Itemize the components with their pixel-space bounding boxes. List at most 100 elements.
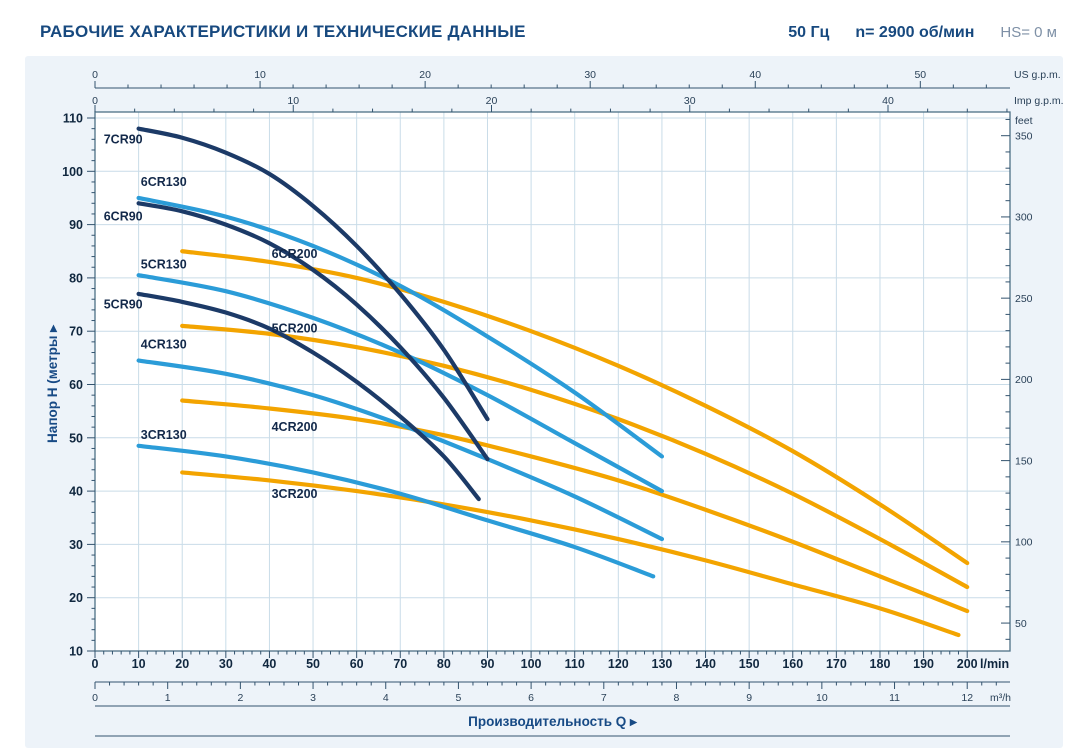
curve-3CR200	[180, 470, 961, 638]
curve-6CR90	[136, 201, 490, 462]
curve-labels: 6CR200 5CR200 4CR200 3CR200 6CR130 5CR130 4CR1…	[104, 132, 318, 500]
axis-text: 50	[914, 69, 926, 81]
pump-curves	[136, 126, 970, 638]
axis-text: 50	[306, 657, 320, 671]
axis-text: 100	[1015, 537, 1033, 549]
axis-text: 190	[913, 657, 934, 671]
axis-text: 170	[826, 657, 847, 671]
axis-text: 80	[437, 657, 451, 671]
axis-text: US g.p.m.	[1014, 69, 1061, 81]
axis-text: 10	[816, 692, 828, 704]
header-specs: 50 Гц n= 2900 об/мин HS= 0 м	[788, 24, 1057, 42]
axis-text: 90	[481, 657, 495, 671]
curve-label-6CR200: 6CR200	[272, 247, 318, 261]
axis-text: Imp g.p.m.	[1014, 95, 1064, 107]
axis-text: 40	[262, 657, 276, 671]
suction-head-label: HS= 0 м	[1000, 24, 1057, 41]
curve-5CR90	[136, 291, 481, 502]
axis-text: 60	[350, 657, 364, 671]
curve-label-6CR90: 6CR90	[104, 210, 143, 224]
axis-text: 80	[69, 271, 83, 285]
axis-text: 4	[383, 692, 389, 704]
curve-label-4CR130: 4CR130	[141, 338, 187, 352]
curve-4CR130	[136, 358, 665, 542]
axis-text: 40	[882, 95, 894, 107]
axis-text: 130	[652, 657, 673, 671]
curve-label-6CR130: 6CR130	[141, 175, 187, 189]
speed-label: n= 2900 об/мин	[855, 24, 975, 41]
axis-text: 30	[219, 657, 233, 671]
axis-text: 30	[684, 95, 696, 107]
axis-text: 11	[889, 692, 900, 704]
axis-text: m³/h	[990, 692, 1011, 704]
plot-frame	[94, 111, 1011, 652]
page-title: РАБОЧИЕ ХАРАКТЕРИСТИКИ И ТЕХНИЧЕСКИЕ ДАН…	[40, 22, 526, 41]
axis-text: 200	[1015, 374, 1033, 386]
axis-text: 120	[608, 657, 629, 671]
axis-text: 70	[69, 325, 83, 339]
axis-text: 0	[92, 657, 99, 671]
axis-text: 8	[674, 692, 680, 704]
axis-text: 9	[746, 692, 752, 704]
axis-text: 10	[287, 95, 299, 107]
axis-text: 1	[165, 692, 171, 704]
axis-m3h: 0 1 2 3 4 5 6 7 8 9 10 11 12 m³/h	[92, 681, 1011, 704]
axis-text: 10	[132, 657, 146, 671]
curve-label-4CR200: 4CR200	[272, 420, 318, 434]
axis-feet: 50 100 150 200 250 300 350 feet	[1001, 115, 1033, 640]
axis-text: 110	[63, 112, 83, 126]
header: РАБОЧИЕ ХАРАКТЕРИСТИКИ И ТЕХНИЧЕСКИЕ ДАН…	[40, 22, 1057, 42]
axis-text: 12	[961, 692, 973, 704]
curve-4CR200	[180, 398, 970, 614]
axis-text: l/min	[980, 657, 1009, 671]
curve-label-3CR130: 3CR130	[141, 428, 187, 442]
axis-text: 70	[393, 657, 407, 671]
axis-text: 10	[254, 69, 266, 81]
axis-text: 30	[584, 69, 596, 81]
curve-5CR200	[180, 323, 970, 590]
axis-text: 0	[92, 692, 98, 704]
axis-text: 3	[310, 692, 316, 704]
y-axis-caption: Напор H (метры ▸	[45, 324, 60, 443]
axis-text: 110	[565, 657, 585, 671]
chart-panel	[25, 56, 1063, 748]
axis-text: 180	[870, 657, 891, 671]
axis-text: 5	[456, 692, 462, 704]
axis-text: 350	[1015, 130, 1033, 142]
axis-text: 140	[695, 657, 716, 671]
axis-text: 20	[419, 69, 431, 81]
axis-text: 200	[957, 657, 978, 671]
x-axis-caption: Производительность Q ▸	[95, 705, 1010, 737]
axis-us-gpm: 0 10 20 30 40 50 US g.p.m.	[92, 69, 1061, 89]
axis-text: 6	[528, 692, 534, 704]
axis-text: 20	[486, 95, 498, 107]
frequency-label: 50 Гц	[788, 24, 830, 41]
axis-text: 160	[782, 657, 803, 671]
curve-6CR130	[136, 195, 665, 459]
axis-text: Напор H (метры ▸	[45, 324, 60, 443]
axis-text: 2	[237, 692, 243, 704]
axis-text: 50	[1015, 618, 1027, 630]
axis-text: feet	[1015, 115, 1033, 127]
axis-text: 20	[175, 657, 189, 671]
curve-label-5CR200: 5CR200	[272, 322, 318, 336]
axis-text: 300	[1015, 212, 1033, 224]
axis-text: 40	[69, 485, 83, 499]
axis-text: 40	[749, 69, 761, 81]
curve-label-3CR200: 3CR200	[272, 487, 318, 501]
axis-text: 250	[1015, 293, 1033, 305]
axis-text: 90	[69, 218, 83, 232]
axis-text: 100	[62, 165, 83, 179]
axis-text: 150	[739, 657, 760, 671]
axis-text: 150	[1015, 455, 1033, 467]
curve-label-5CR130: 5CR130	[141, 258, 187, 272]
axis-text: 0	[92, 69, 98, 81]
axis-lmin: 0 10 20 30 40 50 60 70 80 90 100 110 120 130 140 150 160…	[92, 651, 1009, 671]
axis-imp-gpm: 0 10 20 30 40 Imp g.p.m.	[92, 95, 1064, 112]
axis-text: 7	[601, 692, 607, 704]
axis-text: 50	[69, 431, 83, 445]
curve-label-5CR90: 5CR90	[104, 298, 143, 312]
axis-text: Производительность Q ▸	[468, 714, 638, 729]
